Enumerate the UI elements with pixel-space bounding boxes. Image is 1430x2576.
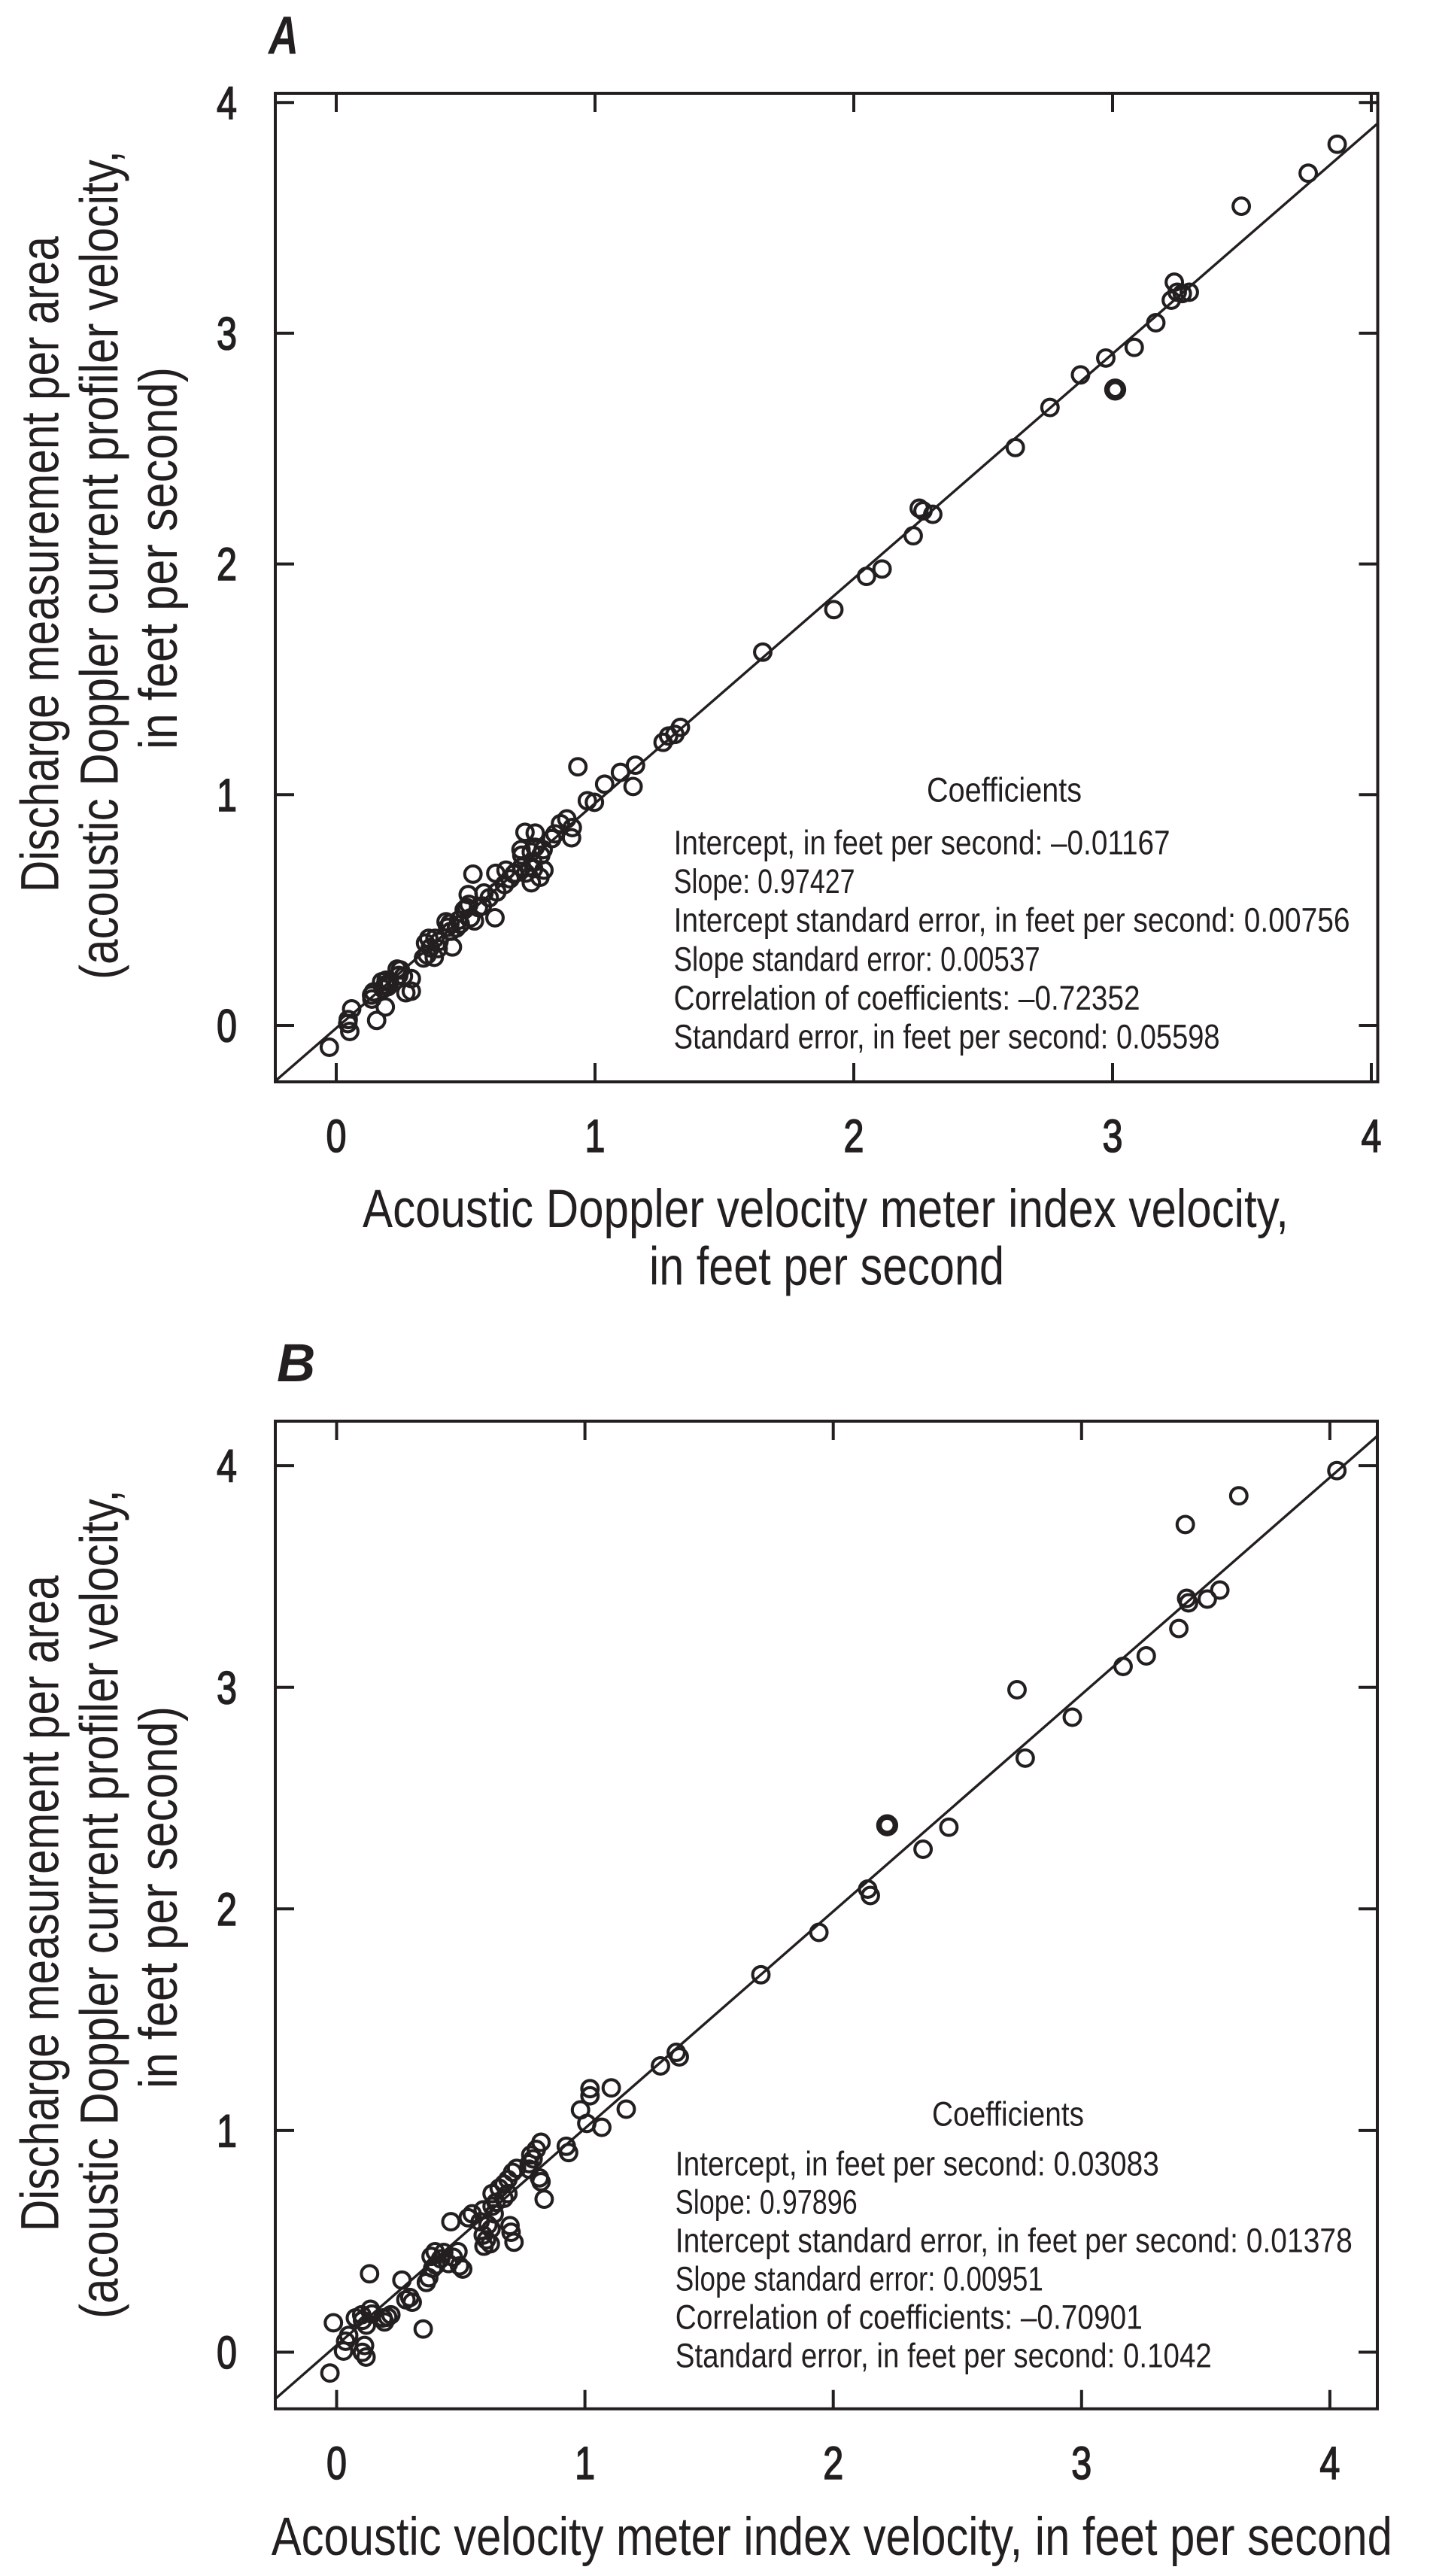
svg-text:(acoustic Doppler current prof: (acoustic Doppler current profiler veloc…	[69, 1490, 129, 2319]
svg-text:2: 2	[217, 539, 237, 590]
svg-text:Coefficients: Coefficients	[927, 771, 1082, 810]
svg-text:3: 3	[217, 308, 237, 360]
svg-text:Slope: 0.97427: Slope: 0.97427	[674, 862, 855, 901]
svg-text:4: 4	[1319, 2438, 1340, 2489]
svg-text:0: 0	[217, 2327, 237, 2378]
svg-text:2: 2	[823, 2438, 843, 2489]
svg-text:Correlation of coefficients: –: Correlation of coefficients: –0.72352	[674, 979, 1140, 1017]
svg-text:Discharge measurement per area: Discharge measurement per area	[11, 1575, 71, 2231]
svg-text:2: 2	[844, 1110, 864, 1162]
svg-text:1: 1	[217, 770, 237, 821]
svg-text:Intercept, in feet per second:: Intercept, in feet per second: –0.01167	[674, 824, 1170, 862]
svg-text:4: 4	[217, 77, 237, 129]
svg-text:A: A	[267, 7, 299, 66]
svg-text:Standard error, in feet per se: Standard error, in feet per second: 0.05…	[674, 1018, 1220, 1056]
svg-text:Slope standard error: 0.00951: Slope standard error: 0.00951	[676, 2260, 1043, 2298]
svg-text:0: 0	[326, 1110, 347, 1162]
svg-text:0: 0	[217, 1001, 237, 1052]
svg-text:in feet per second): in feet per second)	[129, 1706, 189, 2088]
svg-text:Intercept, in feet per second:: Intercept, in feet per second: 0.03083	[676, 2145, 1159, 2183]
svg-text:Acoustic velocity meter index: Acoustic velocity meter index velocity, …	[272, 2507, 1392, 2567]
svg-text:Slope standard error: 0.00537: Slope standard error: 0.00537	[674, 940, 1040, 978]
svg-text:2: 2	[217, 1884, 237, 1935]
svg-text:1: 1	[585, 1110, 606, 1162]
svg-text:Intercept standard error, in f: Intercept standard error, in feet per se…	[676, 2222, 1353, 2260]
svg-text:3: 3	[217, 1662, 237, 1713]
svg-text:Acoustic Doppler velocity mete: Acoustic Doppler velocity meter index ve…	[363, 1179, 1289, 1239]
svg-text:Correlation of coefficients: –: Correlation of coefficients: –0.70901	[676, 2298, 1143, 2337]
svg-text:in feet per second: in feet per second	[649, 1236, 1004, 1296]
svg-text:3: 3	[1071, 2438, 1091, 2489]
svg-text:4: 4	[217, 1441, 237, 1492]
svg-text:(acoustic Doppler current prof: (acoustic Doppler current profiler veloc…	[69, 150, 129, 980]
svg-text:B: B	[277, 1334, 315, 1393]
svg-text:Standard error, in feet per se: Standard error, in feet per second: 0.10…	[676, 2337, 1212, 2375]
svg-text:Intercept standard error, in f: Intercept standard error, in feet per se…	[674, 901, 1350, 940]
svg-text:1: 1	[217, 2106, 237, 2157]
svg-text:4: 4	[1362, 1110, 1382, 1162]
svg-text:Coefficients: Coefficients	[932, 2095, 1084, 2134]
svg-text:in feet per second): in feet per second)	[129, 367, 189, 749]
svg-text:Slope: 0.97896: Slope: 0.97896	[676, 2183, 858, 2222]
svg-text:1: 1	[575, 2438, 595, 2489]
svg-text:Discharge measurement per area: Discharge measurement per area	[11, 236, 71, 892]
svg-text:0: 0	[326, 2438, 347, 2489]
svg-text:3: 3	[1103, 1110, 1123, 1162]
